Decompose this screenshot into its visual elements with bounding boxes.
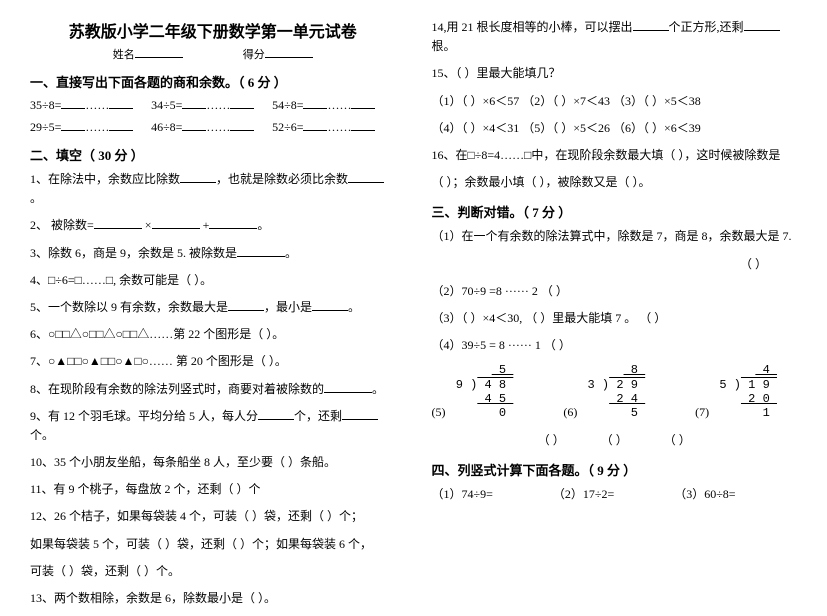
q14: 14,用 21 根长度相等的小棒，可以摆出个正方形,还剩根。 — [432, 18, 798, 56]
q9: 9、有 12 个羽毛球。平均分给 5 人，每人分个，还剩个。 — [30, 407, 396, 445]
q5: 5、一个数除以 9 有余数，余数最大是，最小是。 — [30, 298, 396, 317]
q3-1: （1）在一个有余数的除法算式中，除数是 7，商是 8，余数最大是 7. — [432, 227, 798, 246]
eq: 29÷5= — [30, 119, 133, 135]
div5: (5) 5 9 ) 4 8 4 5 0 — [432, 363, 514, 421]
q15r2: （4）（ ）×4＜31 （5）（ ）×5＜26 （6）（ ）×6＜39 — [432, 119, 798, 138]
eq: 54÷8= — [272, 97, 375, 113]
eq: 52÷6= — [272, 119, 375, 135]
section-4-head: 四、列竖式计算下面各题。（ 9 分 ） — [432, 460, 798, 479]
q7: 7、○▲□□○▲□□○▲□○…… 第 20 个图形是（ ）。 — [30, 352, 396, 371]
q3-2: （2）70÷9 =8 ······ 2 （ ） — [432, 282, 798, 301]
q8: 8、在现阶段有余数的除法列竖式时，商要对着被除数的。 — [30, 380, 396, 399]
eq: 46÷8= — [151, 119, 254, 135]
q4: 4、□÷6=□……□, 余数可能是（ ）。 — [30, 271, 396, 290]
q2: 2、 被除数= × +。 — [30, 216, 396, 235]
div6: (6) 8 3 ) 2 9 2 4 5 — [563, 363, 645, 421]
paren-row: （ ） （ ） （ ） — [432, 431, 798, 450]
q4-1: （1）74÷9= — [432, 485, 493, 502]
eq-row-1: 35÷8= 34÷5= 54÷8= — [30, 97, 396, 113]
long-division-row: (5) 5 9 ) 4 8 4 5 0 (6) 8 3 ) 2 9 2 4 5 … — [432, 363, 798, 421]
q12b: 如果每袋装 5 个，可装（ ）袋，还剩（ ）个；如果每袋装 6 个， — [30, 535, 396, 554]
right-column: 14,用 21 根长度相等的小棒，可以摆出个正方形,还剩根。 15、（ ）里最大… — [432, 18, 798, 616]
q16a: 16、在□÷8=4……□中，在现阶段余数最大填（ ），这时候被除数是 — [432, 146, 798, 165]
meta-row: 姓名 得分 — [30, 46, 396, 62]
q15: 15、（ ）里最大能填几？ — [432, 64, 798, 83]
q3-3: （3）（ ）×4＜30, （ ）里最大能填 7 。 （ ） — [432, 309, 798, 328]
name-field: 姓名 — [113, 46, 183, 62]
section-1-head: 一、直接写出下面各题的商和余数。（ 6 分 ） — [30, 72, 396, 91]
eq-row-2: 29÷5= 46÷8= 52÷6= — [30, 119, 396, 135]
section-3-head: 三、判断对错。（ 7 分 ） — [432, 202, 798, 221]
q15r1: （1）（ ）×6＜57 （2）（ ）×7＜43 （3）（ ）×5＜38 — [432, 92, 798, 111]
score-field: 得分 — [243, 46, 313, 62]
worksheet-title: 苏教版小学二年级下册数学第一单元试卷 — [30, 18, 396, 42]
q6: 6、○□□△○□□△○□□△……第 22 个图形是（ ）。 — [30, 325, 396, 344]
q16b: （ ）；余数最小填（ ），被除数又是（ ）。 — [432, 173, 798, 192]
q3-4: （4）39÷5 = 8 ······ 1 （ ） — [432, 336, 798, 355]
q12a: 12、26 个桔子，如果每袋装 4 个，可装（ ）袋，还剩（ ）个； — [30, 507, 396, 526]
div7: (7) 4 5 ) 1 9 2 0 1 — [695, 363, 777, 421]
left-column: 苏教版小学二年级下册数学第一单元试卷 姓名 得分 一、直接写出下面各题的商和余数… — [30, 18, 396, 616]
section-2-head: 二、填空（ 30 分 ） — [30, 145, 396, 164]
paren: （ ） — [432, 255, 798, 274]
q3: 3、除数 6，商是 9，余数是 5. 被除数是。 — [30, 244, 396, 263]
q4-2: （2）17÷2= — [553, 485, 614, 502]
q13: 13、两个数相除，余数是 6，除数最小是（ ）。 — [30, 589, 396, 608]
q12c: 可装（ ）袋，还剩（ ）个。 — [30, 562, 396, 581]
q10: 10、35 个小朋友坐船，每条船坐 8 人，至少要（ ）条船。 — [30, 453, 396, 472]
q11: 11、有 9 个桃子，每盘放 2 个，还剩（ ）个 — [30, 480, 396, 499]
q4-3: （3）60÷8= — [674, 485, 735, 502]
q4-row: （1）74÷9= （2）17÷2= （3）60÷8= — [432, 485, 798, 502]
eq: 34÷5= — [151, 97, 254, 113]
q1: 1、在除法中，余数应比除数，也就是除数必须比余数。 — [30, 170, 396, 208]
eq: 35÷8= — [30, 97, 133, 113]
